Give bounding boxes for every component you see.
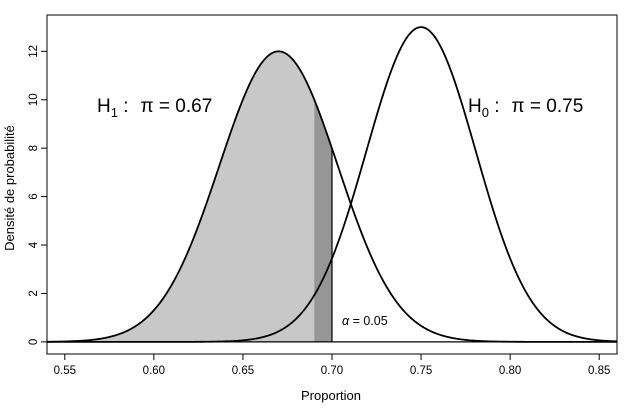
- x-tick-label: 0.70: [321, 365, 343, 377]
- alpha-annotation: α = 0.05: [342, 314, 388, 328]
- x-tick-label: 0.60: [143, 365, 165, 377]
- y-tick-label: 8: [28, 145, 40, 151]
- h0-annotation: H0 :π = 0.75: [468, 96, 583, 120]
- x-tick-label: 0.80: [499, 365, 521, 377]
- plot-content: [46, 26, 618, 343]
- y-tick-label: 12: [28, 45, 40, 58]
- y-axis-title: Densité de probabilité: [2, 125, 17, 251]
- shaded-region-2: [314, 99, 332, 342]
- curve-h1: [46, 50, 617, 343]
- y-tick-label: 0: [28, 339, 40, 345]
- x-axis: 0.55 0.60 0.65 0.70 0.75 0.80 0.85: [54, 354, 610, 377]
- x-axis-title: Proportion: [301, 388, 361, 403]
- x-tick-label: 0.65: [232, 365, 254, 377]
- x-tick-label: 0.75: [410, 365, 432, 377]
- y-axis: 0 2 4 6 8 10 12: [28, 45, 47, 345]
- y-tick-label: 6: [28, 193, 40, 199]
- curve-h0: [47, 26, 618, 343]
- y-tick-label: 2: [28, 290, 40, 296]
- h1-annotation: H1 :π = 0.67: [97, 96, 212, 120]
- y-tick-label: 4: [28, 241, 40, 248]
- shaded-region-1: [47, 51, 315, 342]
- x-tick-label: 0.55: [54, 365, 76, 377]
- x-tick-label: 0.85: [588, 365, 610, 377]
- y-tick-label: 10: [28, 93, 40, 106]
- plot-frame: [46, 14, 618, 355]
